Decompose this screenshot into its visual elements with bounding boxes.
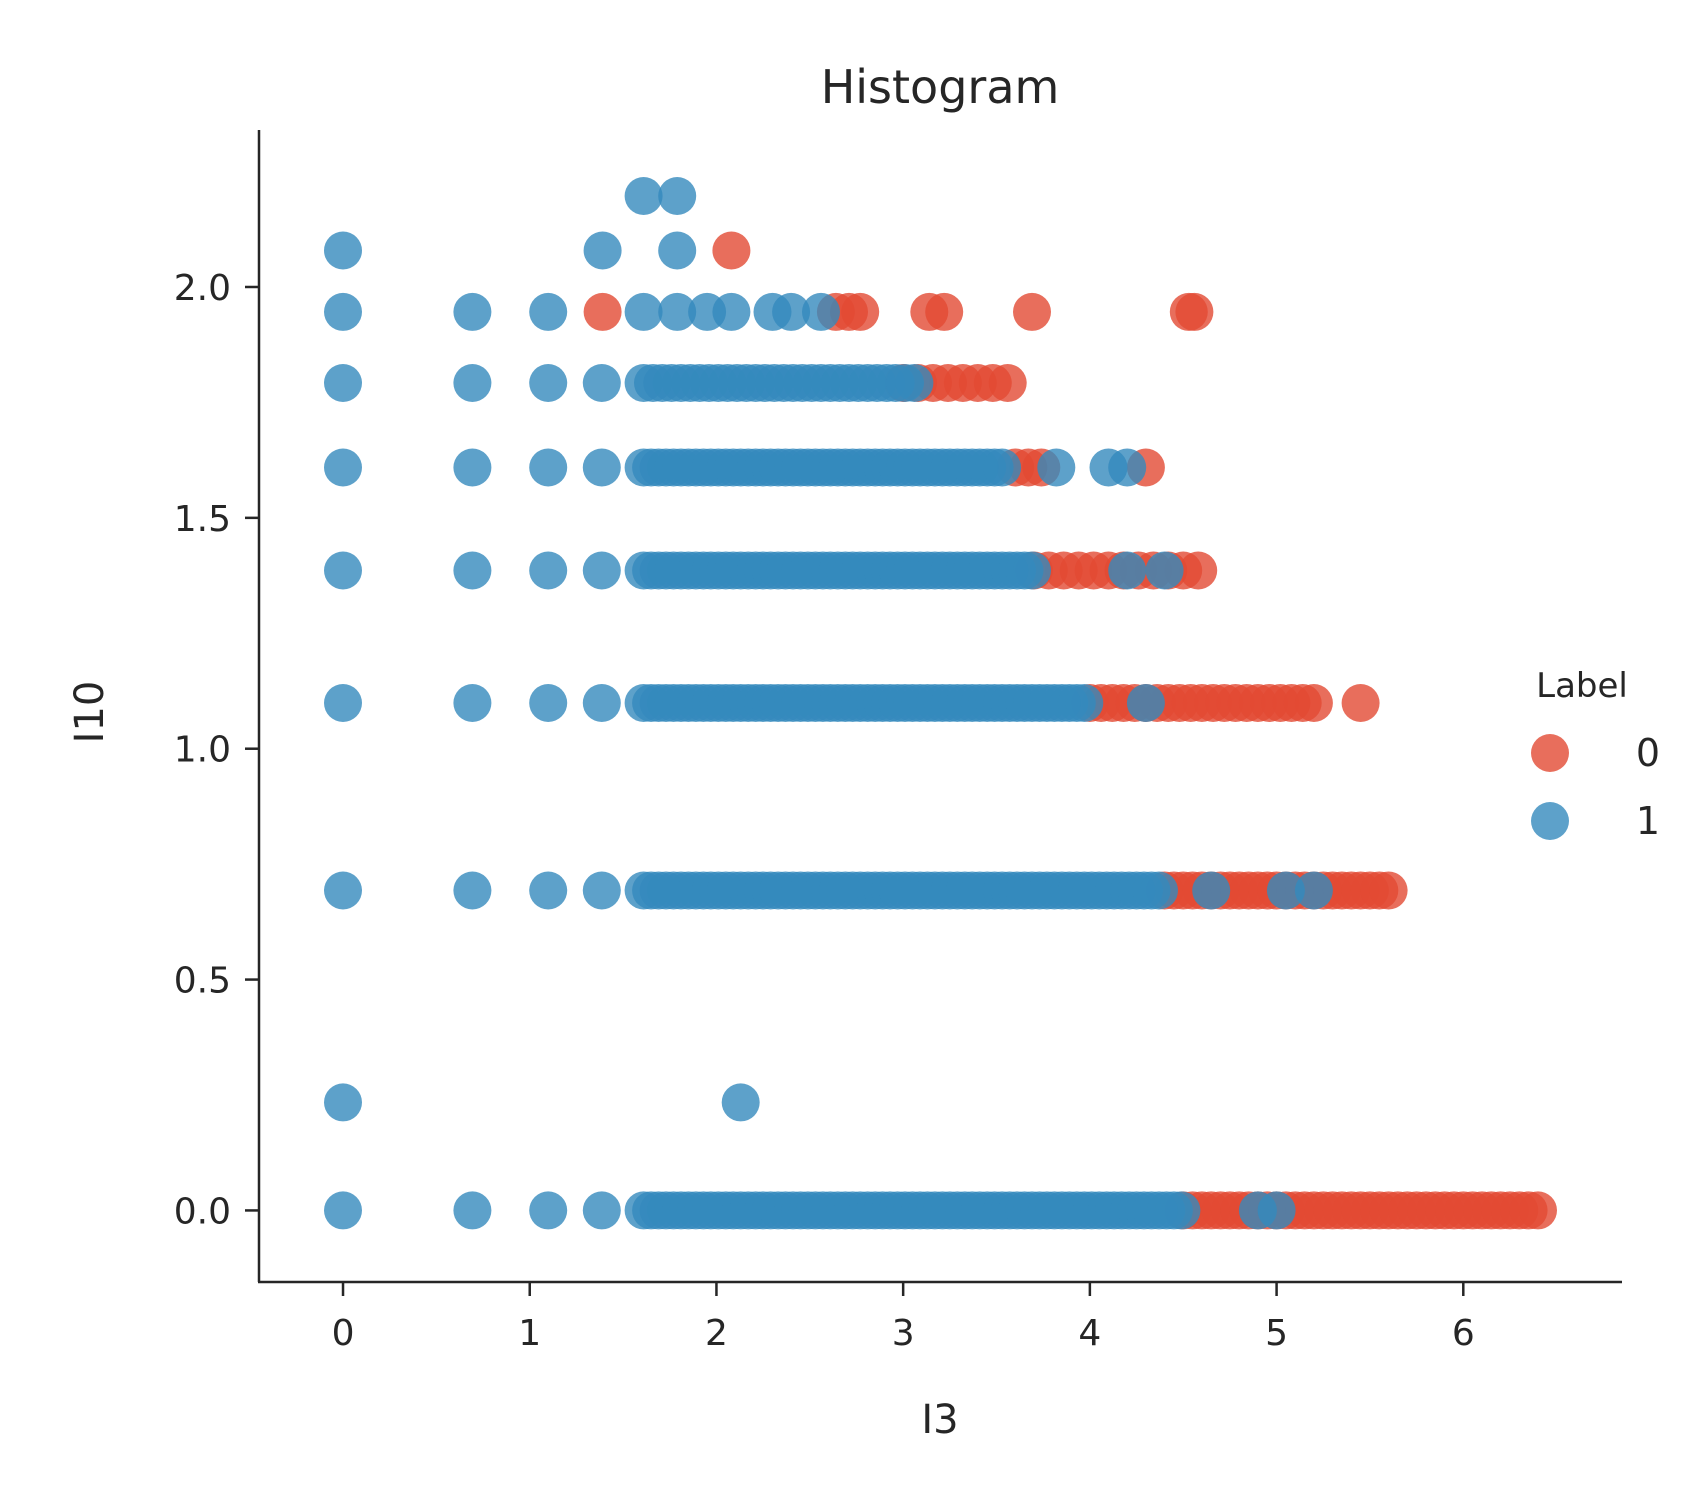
point-label-1 <box>1192 871 1231 910</box>
point-label-0 <box>1519 1191 1557 1230</box>
x-tick-label: 6 <box>1452 1313 1475 1354</box>
point-label-1 <box>324 871 362 910</box>
series-1 <box>324 177 1333 1230</box>
point-label-1 <box>658 292 697 331</box>
point-label-1 <box>453 684 492 722</box>
chart-title: Histogram <box>821 60 1060 114</box>
point-label-1 <box>529 1191 568 1230</box>
point-label-1 <box>324 292 362 331</box>
point-label-1 <box>529 448 568 487</box>
point-label-1 <box>712 292 751 331</box>
point-label-1 <box>324 684 362 722</box>
point-label-0 <box>1341 684 1380 722</box>
point-label-1 <box>1294 871 1333 910</box>
x-tick-label: 2 <box>705 1313 728 1354</box>
point-label-1 <box>983 448 1022 487</box>
legend-label-0: 0 <box>1636 731 1660 775</box>
point-label-0 <box>1175 292 1214 331</box>
point-label-1 <box>1013 551 1051 590</box>
point-label-1 <box>582 1191 621 1230</box>
point-label-1 <box>529 364 568 402</box>
x-axis-label: I3 <box>921 1397 958 1443</box>
y-ticks: 0.0 0.5 1.0 1.5 2.0 <box>174 268 259 1232</box>
legend: Label 0 1 <box>1531 666 1660 843</box>
points-layer <box>324 177 1557 1230</box>
point-label-1 <box>582 364 621 402</box>
point-label-1 <box>895 364 934 402</box>
legend-marker-0 <box>1531 734 1569 772</box>
point-label-1 <box>453 292 492 331</box>
point-label-1 <box>583 231 622 270</box>
y-axis-label: I10 <box>67 681 113 744</box>
point-label-1 <box>1257 1191 1296 1230</box>
point-label-1 <box>658 231 697 270</box>
point-label-1 <box>582 684 621 722</box>
point-label-1 <box>529 684 568 722</box>
point-label-1 <box>324 551 362 590</box>
point-label-1 <box>658 177 697 215</box>
point-label-0 <box>1294 684 1333 722</box>
legend-title: Label <box>1536 666 1628 706</box>
x-ticks: 0 1 2 3 4 5 6 <box>332 1282 1475 1354</box>
point-label-0 <box>1369 871 1408 910</box>
point-label-1 <box>624 292 663 331</box>
point-label-1 <box>453 551 492 590</box>
x-tick-label: 4 <box>1078 1313 1101 1354</box>
point-label-1 <box>324 1191 362 1230</box>
x-tick-label: 0 <box>332 1313 355 1354</box>
point-label-1 <box>529 551 568 590</box>
point-label-0 <box>925 292 964 331</box>
point-label-0 <box>1179 551 1218 590</box>
point-label-1 <box>772 292 811 331</box>
point-label-0 <box>712 231 751 270</box>
y-tick-label: 0.5 <box>174 961 231 1002</box>
point-label-1 <box>1126 684 1165 722</box>
point-label-1 <box>1065 684 1104 722</box>
point-label-1 <box>1140 871 1178 910</box>
point-label-1 <box>624 177 663 215</box>
point-label-1 <box>1108 448 1147 487</box>
point-label-1 <box>1037 448 1076 487</box>
point-label-1 <box>1162 1191 1201 1230</box>
point-label-1 <box>721 1083 760 1122</box>
point-label-1 <box>529 292 568 331</box>
point-label-1 <box>1145 551 1184 590</box>
point-label-1 <box>582 448 621 487</box>
point-label-0 <box>1013 292 1051 331</box>
point-label-0 <box>583 292 622 331</box>
point-label-1 <box>453 871 492 910</box>
point-label-1 <box>529 871 568 910</box>
point-label-0 <box>841 292 880 331</box>
x-tick-label: 3 <box>892 1313 915 1354</box>
y-tick-label: 1.5 <box>174 499 231 540</box>
point-label-1 <box>324 364 362 402</box>
point-label-1 <box>324 448 362 487</box>
point-label-1 <box>453 448 492 487</box>
point-label-0 <box>988 364 1027 402</box>
point-label-1 <box>1108 551 1147 590</box>
point-label-1 <box>582 871 621 910</box>
point-label-1 <box>453 364 492 402</box>
point-label-1 <box>324 1083 362 1122</box>
point-label-1 <box>324 231 362 270</box>
y-tick-label: 0.0 <box>174 1191 231 1232</box>
point-label-1 <box>1266 871 1305 910</box>
point-label-1 <box>453 1191 492 1230</box>
point-label-1 <box>582 551 621 590</box>
legend-label-1: 1 <box>1636 799 1660 843</box>
y-tick-label: 2.0 <box>174 268 231 309</box>
point-label-1 <box>802 292 840 331</box>
y-tick-label: 1.0 <box>174 730 231 771</box>
x-tick-label: 1 <box>518 1313 541 1354</box>
legend-marker-1 <box>1531 802 1569 840</box>
x-tick-label: 5 <box>1265 1313 1288 1354</box>
